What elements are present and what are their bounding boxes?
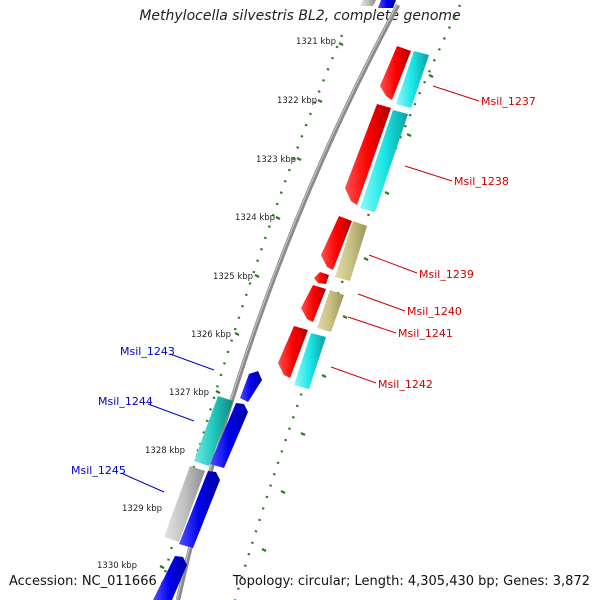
kbp-label: 1326 kbp: [191, 330, 231, 340]
kbp-label: 1328 kbp: [145, 446, 185, 456]
kbp-label: 1322 kbp: [277, 96, 317, 106]
gene-msil-1239[interactable]: [321, 216, 352, 270]
gene-blue-bottom[interactable]: [153, 556, 187, 600]
gene-msil-1237[interactable]: [380, 46, 411, 100]
gene-label-msil-1241[interactable]: Msil_1241: [398, 327, 453, 340]
genome-backbone: [175, 3, 400, 600]
gene-label-msil-1240[interactable]: Msil_1240: [407, 305, 462, 318]
kbp-label: 1327 kbp: [169, 388, 209, 398]
gene-teal-1244[interactable]: [194, 396, 233, 466]
gene-label-msil-1239[interactable]: Msil_1239: [419, 268, 474, 281]
gene-label-msil-1238[interactable]: Msil_1238: [454, 175, 509, 188]
map-title: Methylocella silvestris BL2, complete ge…: [139, 8, 461, 24]
gene-label-msil-1243[interactable]: Msil_1243: [120, 345, 175, 358]
gene-msil-1238[interactable]: [345, 104, 391, 205]
kbp-label: 1323 kbp: [256, 155, 296, 165]
gene-label-msil-1242[interactable]: Msil_1242: [378, 378, 433, 391]
gene-label-msil-1244[interactable]: Msil_1244: [98, 395, 153, 408]
kbp-labels: 1321 kbp 1322 kbp 1323 kbp 1324 kbp 1325…: [97, 37, 336, 571]
kbp-label: 1321 kbp: [296, 37, 336, 47]
gene-tan-1239[interactable]: [335, 221, 367, 281]
gene-label-msil-1237[interactable]: Msil_1237: [481, 95, 536, 108]
gene-label-msil-1245[interactable]: Msil_1245: [71, 464, 126, 477]
genome-backbone-highlight: [176, 4, 398, 600]
kbp-label: 1330 kbp: [97, 561, 137, 571]
accession-text: Accession: NC_011666: [9, 574, 157, 589]
gene-cyan-1242[interactable]: [294, 333, 326, 389]
reverse-gene-labels: Msil_1243 Msil_1244 Msil_1245: [71, 345, 215, 493]
gene-msil-1242[interactable]: [278, 326, 308, 378]
gene-cyan-1237[interactable]: [396, 51, 429, 108]
genome-summary-text: Topology: circular; Length: 4,305,430 bp…: [232, 574, 590, 589]
gene-grey-1245[interactable]: [164, 466, 205, 542]
kbp-label: 1325 kbp: [213, 272, 253, 282]
gene-blue-upper[interactable]: [240, 371, 262, 402]
kbp-label: 1324 kbp: [235, 213, 275, 223]
gene-msil-1240[interactable]: [301, 285, 326, 322]
gene-partial-top-grey: [360, 0, 376, 6]
gene-partial-top-blue: [378, 0, 396, 8]
gene-cyan-1238[interactable]: [360, 110, 408, 212]
kbp-label: 1329 kbp: [122, 504, 162, 514]
gene-msil-1240a[interactable]: [314, 272, 329, 284]
tick-track-outer: [233, 4, 462, 600]
gene-tan-1241[interactable]: [317, 290, 344, 332]
forward-gene-labels: Msil_1237 Msil_1238 Msil_1239 Msil_1240 …: [330, 85, 536, 391]
gene-blue-1244[interactable]: [210, 403, 248, 468]
gene-blue-1245[interactable]: [179, 471, 220, 548]
